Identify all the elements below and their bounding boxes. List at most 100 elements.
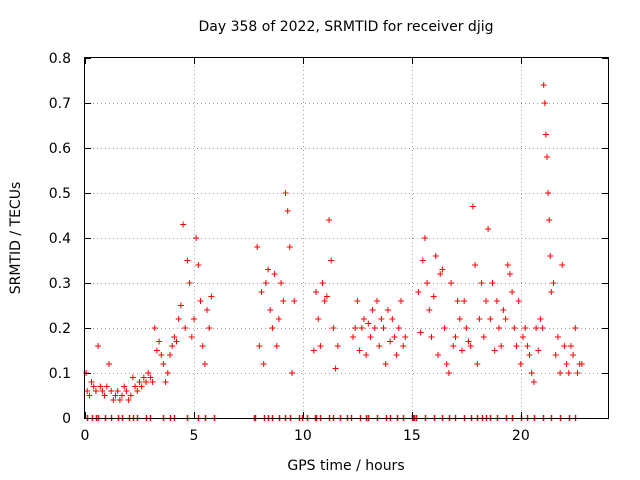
data-point [323,293,330,300]
data-point [559,262,566,268]
data-point [540,82,547,88]
data-point [275,316,282,322]
data-point [334,343,341,349]
data-point [522,325,529,331]
data-point [315,316,322,322]
data-point [356,347,363,354]
x-tick-label: 15 [403,428,421,444]
data-point [469,203,476,210]
data-point [450,343,457,349]
data-point [483,298,489,304]
data-point [140,374,147,381]
data-point [101,392,108,399]
data-point [271,271,278,277]
data-point [517,361,524,367]
data-point [99,388,106,394]
data-point [173,338,180,345]
data-point [265,266,272,273]
data-point [398,298,404,304]
data-point [195,262,202,268]
data-point [256,343,263,349]
data-point [487,316,494,322]
data-point [461,298,468,304]
data-point [537,316,544,322]
y-tick-label: 0.8 [49,51,71,67]
data-point [319,280,326,286]
data-point [360,316,367,322]
data-point [439,266,446,273]
data-point [352,325,359,331]
data-point [550,280,557,286]
data-point [171,334,178,340]
data-point [330,325,337,331]
data-point [317,343,324,349]
data-point [476,316,483,322]
data-point [184,257,191,264]
data-point [182,325,189,331]
data-point [380,325,387,331]
data-point [180,221,187,228]
data-point [554,334,561,340]
data-point [426,307,433,313]
data-point [387,338,394,345]
data-point [535,347,542,354]
data-point [289,370,295,376]
x-tick-label: 0 [81,428,90,444]
data-point [332,365,339,372]
data-point [121,383,128,390]
y-tick-label: 0.7 [49,96,71,112]
data-point [456,316,463,322]
data-point [561,343,568,349]
data-point [452,334,459,340]
data-point [278,280,285,286]
data-point [374,298,380,304]
data-point [127,392,134,399]
data-point [199,343,206,349]
data-point [88,379,95,385]
data-point [478,280,485,286]
data-point [95,343,102,349]
data-point [365,320,372,327]
data-point [350,334,356,340]
data-point [286,244,293,250]
data-point [437,271,444,277]
data-point [465,338,472,345]
data-point [177,302,184,309]
data-point [539,325,546,331]
data-point [502,316,509,322]
data-point [493,298,500,304]
data-point [92,388,99,394]
data-point [500,307,507,313]
data-point [254,244,261,250]
data-point [106,361,112,367]
plot-frame [84,57,609,419]
y-tick-label: 0.6 [49,141,71,157]
data-point [114,388,121,394]
data-point [186,280,193,286]
data-point [125,397,132,403]
data-point [513,343,520,349]
data-point [454,298,461,304]
data-point [417,329,424,336]
data-point [565,370,572,376]
data-point [546,217,553,223]
data-point [354,298,361,304]
data-point [430,293,437,300]
data-point [445,370,452,376]
data-point [116,397,123,403]
data-point [262,280,269,286]
y-tick-label: 0.3 [49,276,71,292]
data-point [143,379,149,385]
data-point [328,257,335,264]
data-point [158,352,165,358]
data-point [496,325,502,331]
data-points [83,82,585,403]
data-point [153,347,160,354]
data-point [578,361,585,367]
data-point [206,325,213,331]
data-point [110,397,117,403]
y-tick-label: 0.4 [49,231,71,247]
data-point [269,325,276,331]
data-point [84,388,91,394]
